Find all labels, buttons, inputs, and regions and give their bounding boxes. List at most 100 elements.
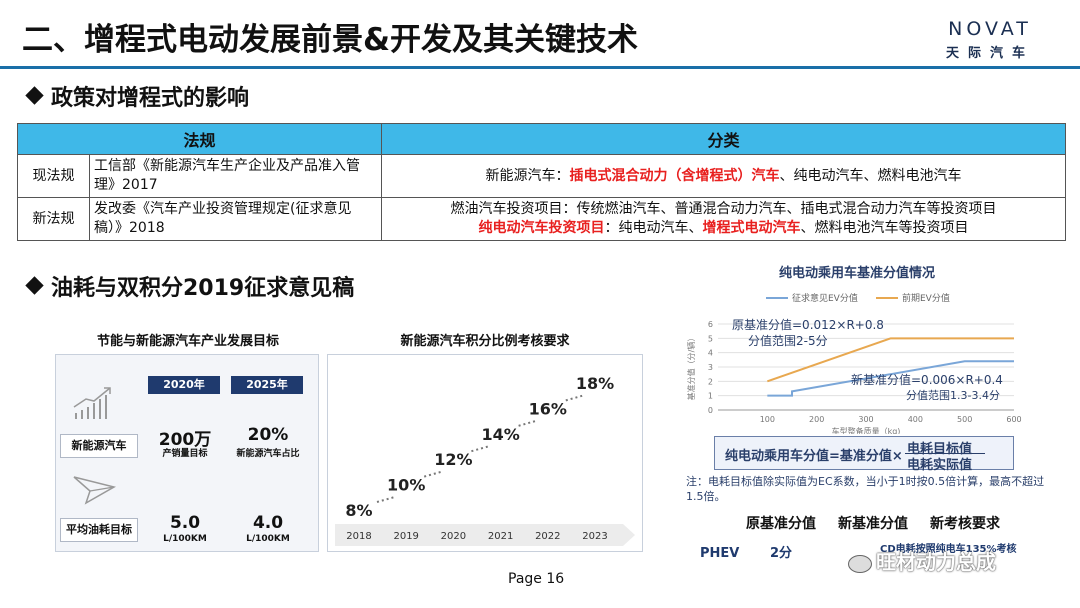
credit-chart-title: 新能源汽车积分比例考核要求 xyxy=(400,334,570,349)
y-tick-label: 2 xyxy=(708,377,713,386)
row-label: 新法规 xyxy=(17,197,90,241)
x-tick-label: 500 xyxy=(957,415,972,424)
y-tick-label: 5 xyxy=(708,334,713,343)
policy-table: 法规 分类 现法规 工信部《新能源汽车生产企业及产品准入管理》2017 新能源汽… xyxy=(17,123,1066,241)
x-tick-label: 300 xyxy=(858,415,873,424)
row-law: 发改委《汽车产业投资管理规定(征求意见稿）》2018 xyxy=(89,197,382,241)
page-title: 二、增程式电动发展前景&开发及其关键技术 xyxy=(22,22,639,58)
phev-new-req: CD电耗按照纯电车135%考核 xyxy=(880,544,1017,555)
diamond-bullet-icon xyxy=(25,86,44,105)
title-divider xyxy=(0,66,1080,69)
targets-panel-title: 节能与新能源汽车产业发展目标 xyxy=(96,334,279,349)
year-tick-label: 2020 xyxy=(441,531,466,542)
x-axis-label: 车型整备质量（kg) xyxy=(832,426,901,434)
section-heading-credits: 油耗与双积分2019征求意见稿 xyxy=(25,270,354,302)
target-sub: L/100KM xyxy=(246,534,290,544)
ev-score-chart: 征求意见EV分值 前期EV分值 0 1 2 3 4 5 6 100 200 300 400 500 600 车… xyxy=(686,292,1022,434)
category-text: 、燃料电池汽车等投资项目 xyxy=(800,220,969,236)
series-line xyxy=(767,360,1014,397)
target-value: 20% xyxy=(247,425,289,445)
y-tick-label: 6 xyxy=(708,320,713,329)
ev-score-chart-title: 纯电动乘用车基准分值情况 xyxy=(778,266,935,281)
col-header-2020: 2020年 xyxy=(148,376,220,394)
x-tick-label: 400 xyxy=(908,415,923,424)
row-label-nev: 新能源汽车 xyxy=(60,434,138,458)
trend-segment xyxy=(376,495,397,503)
col-old-base: 原基准分值 xyxy=(746,516,816,532)
row-label: 现法规 xyxy=(17,154,90,198)
fraction-bar xyxy=(905,453,985,454)
target-sub: 新能源汽车占比 xyxy=(236,449,300,459)
col-header-2025: 2025年 xyxy=(231,376,303,394)
formula-left: 纯电动乘用车分值=基准分值× xyxy=(725,449,903,464)
annotation-old-formula: 原基准分值=0.012×R+0.8 xyxy=(732,317,884,332)
annotation-old-range: 分值范围2-5分 xyxy=(748,333,828,348)
y-tick-label: 4 xyxy=(708,349,713,358)
formula-denominator: 电耗实际值 xyxy=(907,458,973,473)
row-category: 新能源汽车：插电式混合动力（含增程式）汽车、纯电动汽车、燃料电池汽车 xyxy=(381,154,1066,198)
trend-segment xyxy=(565,394,586,402)
credit-ratio-label: 12% xyxy=(434,450,472,469)
year-tick-label: 2023 xyxy=(582,531,607,542)
credit-ratio-label: 10% xyxy=(387,476,425,495)
score-table-header: 原基准分值 新基准分值 新考核要求 xyxy=(746,513,1022,533)
annotation-new-range: 分值范围1.3-3.4分 xyxy=(906,388,1000,402)
section-heading-policy: 政策对增程式的影响 xyxy=(25,80,249,112)
trend-segment xyxy=(471,444,491,453)
diamond-bullet-icon xyxy=(25,276,44,295)
trend-segment xyxy=(518,419,539,427)
highlight-text: 插电式混合动力（含增程式）汽车 xyxy=(569,167,780,184)
page-number: Page 16 xyxy=(508,571,565,587)
target-value: 5.0 xyxy=(169,513,201,533)
col-new-req: 新考核要求 xyxy=(930,516,1000,532)
credit-chart: 2018 2019 2020 2021 2022 2023 8% 10% 12% 14% 16% 18… xyxy=(335,374,635,546)
target-value: 200万 xyxy=(158,430,212,450)
header-category: 分类 xyxy=(381,123,1066,155)
phev-label: PHEV xyxy=(700,546,740,561)
x-tick-label: 600 xyxy=(1006,415,1021,424)
row-law: 工信部《新能源汽车生产企业及产品准入管理》2017 xyxy=(89,154,382,198)
y-axis-label: 基准分值（分/辆） xyxy=(686,334,696,401)
highlight-text: 增程式电动汽车 xyxy=(702,220,801,236)
trend-segment xyxy=(423,470,444,478)
legend-label: 征求意见EV分值 xyxy=(792,292,858,304)
y-tick-label: 3 xyxy=(708,363,713,372)
bar-growth-icon xyxy=(73,387,111,419)
year-tick-label: 2019 xyxy=(393,531,418,542)
y-tick-label: 0 xyxy=(708,406,713,415)
x-tick-label: 100 xyxy=(760,415,775,424)
category-text: 燃油汽车投资项目：传统燃油汽车、普通混合动力汽车、插电式混合动力汽车等投资项目 xyxy=(450,201,997,217)
credit-ratio-label: 16% xyxy=(529,399,567,418)
col-new-base: 新基准分值 xyxy=(838,516,908,532)
phev-old: 2分 xyxy=(770,546,793,561)
table-row: 新法规 发改委《汽车产业投资管理规定(征求意见稿）》2018 燃油汽车投资项目：… xyxy=(17,197,1066,241)
score-formula: 纯电动乘用车分值=基准分值× 电耗目标值 电耗实际值 xyxy=(714,436,1014,473)
header-law: 法规 xyxy=(17,123,382,155)
paper-plane-icon xyxy=(73,476,116,505)
category-text: 、纯电动汽车、燃料电池汽车 xyxy=(779,167,962,184)
y-tick-label: 1 xyxy=(708,392,713,401)
timeline-arrow xyxy=(335,524,635,546)
credit-chart-frame xyxy=(327,354,643,552)
logo-text-cn: 天际汽车 xyxy=(945,46,1034,61)
category-text: 新能源汽车： xyxy=(485,167,570,184)
formula-note: 注：电耗目标值除实际值为EC系数，当小于1时按0.5倍计算，最高不超过1.5倍。 xyxy=(686,475,1045,503)
wechat-icon xyxy=(848,554,872,573)
table-row: 现法规 工信部《新能源汽车生产企业及产品准入管理》2017 新能源汽车：插电式混… xyxy=(17,154,1066,198)
year-tick-label: 2021 xyxy=(488,531,513,542)
highlight-text: 纯电动汽车投资项目 xyxy=(478,220,605,236)
credit-ratio-label: 14% xyxy=(481,425,519,444)
series-line xyxy=(767,337,1014,383)
legend-label: 前期EV分值 xyxy=(902,292,950,304)
credit-ratio-label: 18% xyxy=(576,374,614,393)
novat-logo: NOVAT 天际汽车 xyxy=(930,18,1050,61)
row-category: 燃油汽车投资项目：传统燃油汽车、普通混合动力汽车、插电式混合动力汽车等投资项目纯… xyxy=(381,197,1066,241)
annotation-new-formula: 新基准分值=0.006×R+0.4 xyxy=(851,372,1003,387)
credit-ratio-label: 8% xyxy=(345,501,372,520)
row-label-fuel: 平均油耗目标 xyxy=(60,518,138,542)
watermark: 旺材动力总成 xyxy=(848,546,996,575)
category-text: ：纯电动汽车、 xyxy=(604,220,703,236)
phev-row: PHEV 2分 CD电耗按照纯电车135%考核 xyxy=(700,542,1017,561)
logo-text-en: NOVAT xyxy=(948,18,1032,40)
x-tick-label: 200 xyxy=(809,415,824,424)
